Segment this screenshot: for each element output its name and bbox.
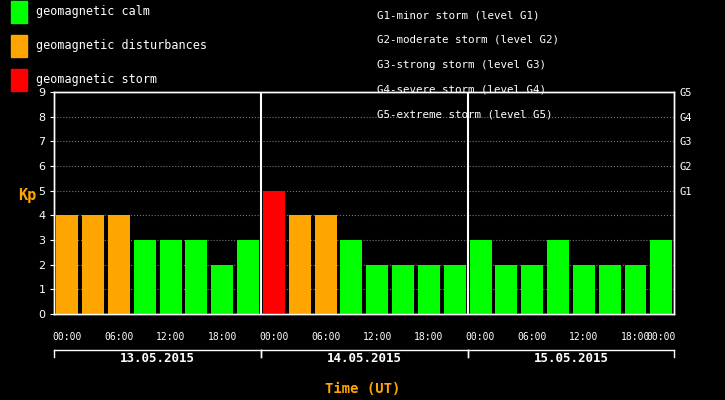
Text: 06:00: 06:00 <box>311 332 340 342</box>
Text: geomagnetic storm: geomagnetic storm <box>36 74 157 86</box>
Bar <box>650 240 672 314</box>
Bar <box>470 240 492 314</box>
Bar <box>237 240 259 314</box>
Bar <box>599 265 621 314</box>
Text: geomagnetic disturbances: geomagnetic disturbances <box>36 40 207 52</box>
Bar <box>444 265 465 314</box>
Bar <box>57 215 78 314</box>
Bar <box>315 215 336 314</box>
Text: 15.05.2015: 15.05.2015 <box>534 352 608 365</box>
Bar <box>418 265 440 314</box>
Y-axis label: Kp: Kp <box>18 188 36 203</box>
Text: 18:00: 18:00 <box>621 332 650 342</box>
Bar <box>521 265 543 314</box>
Text: 06:00: 06:00 <box>518 332 547 342</box>
Text: 00:00: 00:00 <box>260 332 289 342</box>
Bar <box>392 265 414 314</box>
Text: 13.05.2015: 13.05.2015 <box>120 352 195 365</box>
Bar <box>263 191 285 314</box>
Text: 12:00: 12:00 <box>569 332 599 342</box>
Bar <box>573 265 594 314</box>
Text: G5-extreme storm (level G5): G5-extreme storm (level G5) <box>377 109 552 119</box>
Bar <box>186 240 207 314</box>
Text: 06:00: 06:00 <box>104 332 133 342</box>
Bar <box>341 240 362 314</box>
Bar <box>160 240 181 314</box>
Bar <box>82 215 104 314</box>
Text: 18:00: 18:00 <box>414 332 444 342</box>
Bar <box>134 240 156 314</box>
Text: 14.05.2015: 14.05.2015 <box>327 352 402 365</box>
Text: Time (UT): Time (UT) <box>325 382 400 396</box>
Bar <box>624 265 647 314</box>
Text: 00:00: 00:00 <box>466 332 495 342</box>
Text: geomagnetic calm: geomagnetic calm <box>36 6 149 18</box>
Text: G3-strong storm (level G3): G3-strong storm (level G3) <box>377 60 546 70</box>
Text: 18:00: 18:00 <box>207 332 237 342</box>
Bar <box>211 265 233 314</box>
Text: 00:00: 00:00 <box>647 332 676 342</box>
Bar <box>366 265 388 314</box>
Text: G4-severe storm (level G4): G4-severe storm (level G4) <box>377 84 546 94</box>
Bar <box>495 265 518 314</box>
Bar <box>547 240 569 314</box>
Text: 12:00: 12:00 <box>362 332 392 342</box>
Text: 12:00: 12:00 <box>156 332 186 342</box>
Text: G1-minor storm (level G1): G1-minor storm (level G1) <box>377 10 539 20</box>
Text: G2-moderate storm (level G2): G2-moderate storm (level G2) <box>377 35 559 45</box>
Text: 00:00: 00:00 <box>53 332 82 342</box>
Bar <box>108 215 130 314</box>
Bar <box>289 215 311 314</box>
